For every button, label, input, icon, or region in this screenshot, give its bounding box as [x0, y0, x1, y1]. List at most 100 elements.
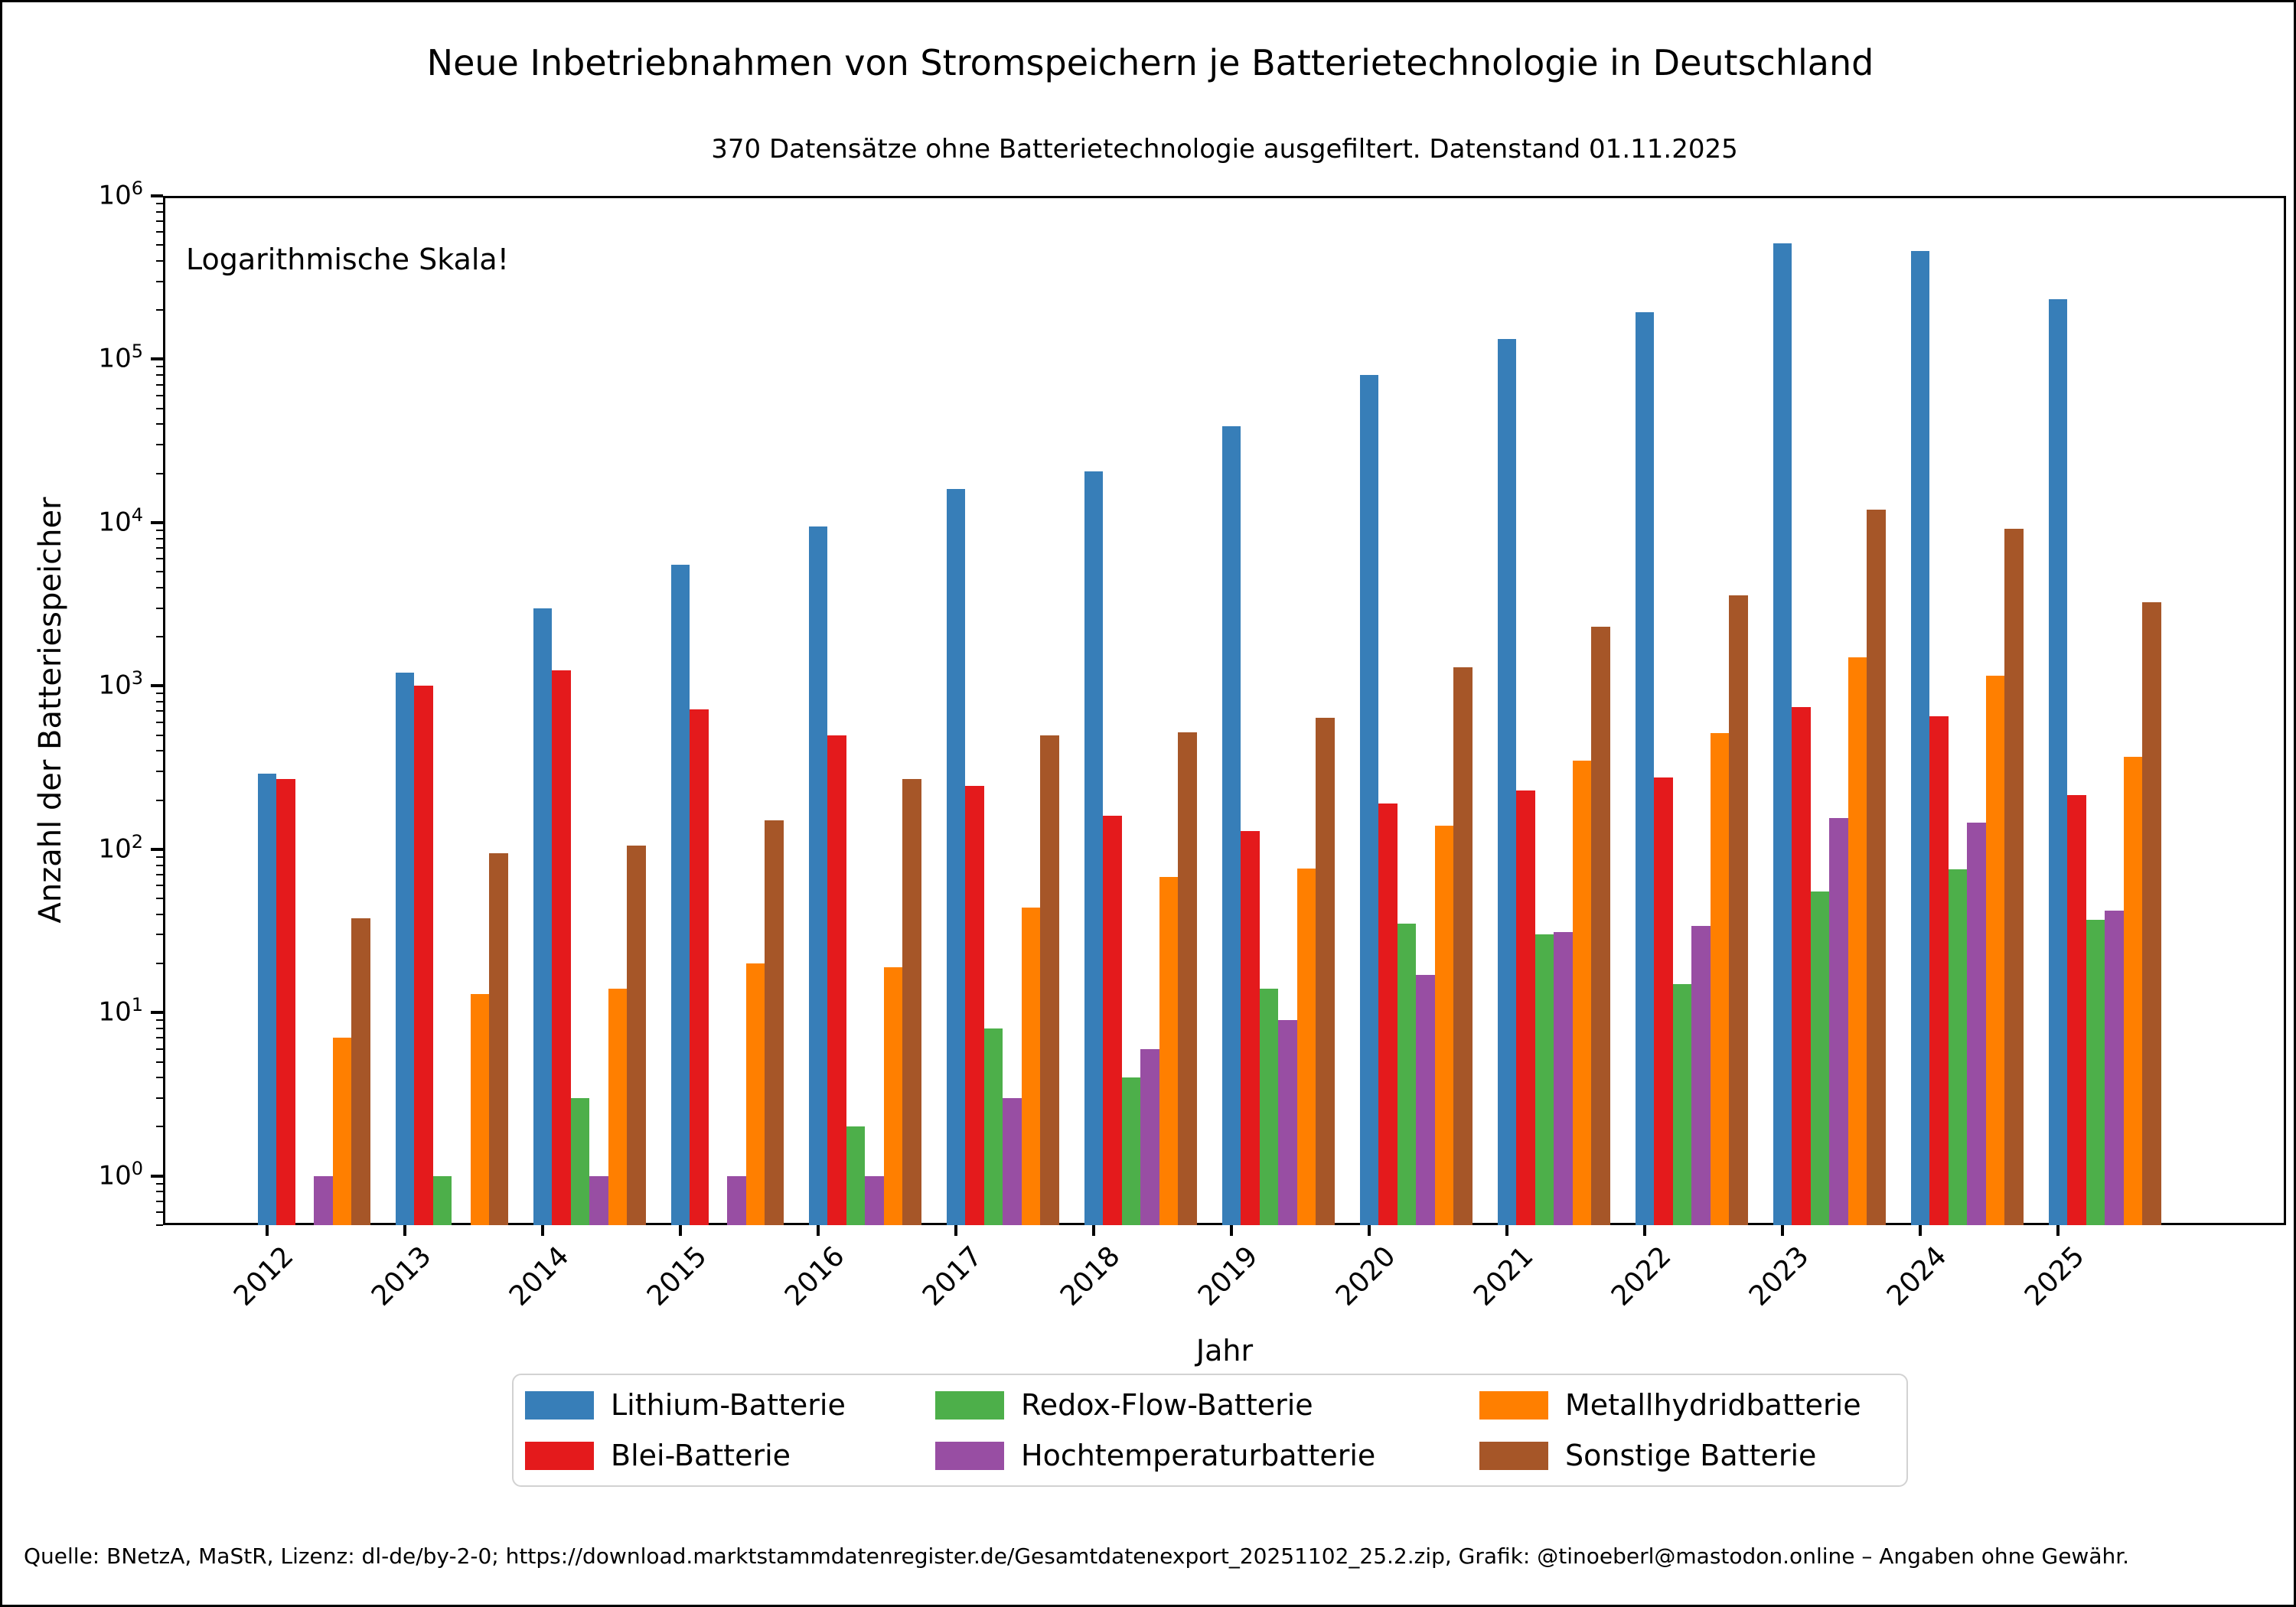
y-minor-tick: [156, 1048, 163, 1050]
bar-2012-blei-batterie: [276, 778, 295, 1225]
bar-2017-redox-flow-batterie: [983, 1028, 1003, 1225]
y-major-tick: [151, 520, 163, 524]
legend-swatch-icon: [525, 1390, 594, 1420]
y-minor-tick: [156, 1077, 163, 1079]
y-minor-tick: [156, 383, 163, 386]
bar-2020-sonstige-batterie: [1453, 667, 1473, 1225]
x-tick-label-2022: 2022: [1606, 1240, 1678, 1312]
bar-2017-lithium-batterie: [946, 489, 966, 1225]
bar-2016-redox-flow-batterie: [846, 1126, 866, 1225]
y-minor-tick: [156, 423, 163, 425]
bar-2018-redox-flow-batterie: [1121, 1077, 1141, 1225]
legend-swatch-icon: [1479, 1390, 1548, 1420]
bar-2014-metallhydridbatterie: [608, 989, 628, 1225]
x-major-tick: [1092, 1225, 1095, 1236]
log-scale-annotation: Logarithmische Skala!: [186, 243, 509, 276]
x-major-tick: [1919, 1225, 1922, 1236]
bar-2018-blei-batterie: [1103, 816, 1122, 1225]
bar-2018-sonstige-batterie: [1178, 732, 1197, 1225]
legend-item-sonstige-batterie: Sonstige Batterie: [1479, 1436, 1816, 1475]
bar-2025-redox-flow-batterie: [2086, 919, 2105, 1225]
bar-2025-hochtemperaturbatterie: [2105, 911, 2124, 1225]
x-tick-label-2018: 2018: [1055, 1240, 1127, 1312]
bar-2012-metallhydridbatterie: [332, 1038, 352, 1225]
bar-2016-hochtemperaturbatterie: [865, 1175, 884, 1225]
bar-2020-redox-flow-batterie: [1397, 924, 1417, 1225]
x-major-tick: [1505, 1225, 1508, 1236]
y-minor-tick: [156, 309, 163, 311]
legend-item-blei-batterie: Blei-Batterie: [525, 1436, 791, 1475]
bar-2016-sonstige-batterie: [902, 778, 921, 1225]
bar-2023-redox-flow-batterie: [1810, 892, 1830, 1225]
x-tick-label-2020: 2020: [1330, 1240, 1402, 1312]
bar-2024-hochtemperaturbatterie: [1967, 823, 1986, 1225]
chart-title: Neue Inbetriebnahmen von Stromspeichern …: [426, 42, 1874, 83]
y-minor-tick: [156, 244, 163, 246]
y-tick-label: 103: [98, 667, 143, 701]
legend-label: Metallhydridbatterie: [1565, 1388, 1861, 1422]
y-minor-tick: [156, 529, 163, 531]
y-tick-label: 101: [98, 994, 143, 1028]
bar-2023-sonstige-batterie: [1867, 510, 1886, 1225]
legend-label: Lithium-Batterie: [611, 1388, 846, 1422]
y-minor-tick: [156, 693, 163, 695]
x-major-tick: [2056, 1225, 2060, 1236]
x-tick-label-2012: 2012: [228, 1240, 300, 1312]
y-minor-tick: [156, 898, 163, 900]
x-tick-label-2013: 2013: [366, 1240, 438, 1312]
legend-item-metallhydridbatterie: Metallhydridbatterie: [1479, 1386, 1861, 1424]
x-major-tick: [1368, 1225, 1371, 1236]
bar-2012-lithium-batterie: [257, 774, 277, 1225]
bar-2014-sonstige-batterie: [627, 846, 646, 1225]
y-minor-tick: [156, 1027, 163, 1029]
bar-2016-lithium-batterie: [808, 526, 828, 1225]
bar-2017-hochtemperaturbatterie: [1003, 1097, 1022, 1225]
y-major-tick: [151, 847, 163, 851]
bar-2022-sonstige-batterie: [1729, 595, 1748, 1225]
bar-2019-lithium-batterie: [1221, 425, 1241, 1225]
y-minor-tick: [156, 259, 163, 262]
bar-2013-metallhydridbatterie: [470, 993, 490, 1225]
y-minor-tick: [156, 1182, 163, 1185]
y-minor-tick: [156, 856, 163, 858]
bar-2013-sonstige-batterie: [489, 852, 508, 1225]
y-minor-tick: [156, 1211, 163, 1214]
y-minor-tick: [156, 1200, 163, 1202]
y-minor-tick: [156, 799, 163, 801]
legend-swatch-icon: [935, 1441, 1004, 1470]
y-minor-tick: [156, 586, 163, 588]
bar-2024-blei-batterie: [1929, 716, 1949, 1225]
y-minor-tick: [156, 1224, 163, 1226]
y-minor-tick: [156, 202, 163, 204]
y-minor-tick: [156, 1037, 163, 1039]
bar-2013-lithium-batterie: [395, 673, 415, 1225]
bar-2022-blei-batterie: [1654, 777, 1673, 1225]
bar-2023-metallhydridbatterie: [1848, 657, 1867, 1225]
bar-2021-sonstige-batterie: [1591, 627, 1610, 1225]
bar-2013-blei-batterie: [414, 686, 433, 1225]
bar-2024-metallhydridbatterie: [1985, 676, 2005, 1225]
legend-item-redox-flow-batterie: Redox-Flow-Batterie: [935, 1386, 1313, 1424]
bar-2023-hochtemperaturbatterie: [1829, 818, 1848, 1225]
y-minor-tick: [156, 558, 163, 560]
x-tick-label-2019: 2019: [1192, 1240, 1264, 1312]
y-minor-tick: [156, 963, 163, 965]
y-minor-tick: [156, 280, 163, 282]
bar-2019-sonstige-batterie: [1316, 717, 1335, 1225]
y-tick-label: 100: [98, 1157, 143, 1191]
bar-2025-lithium-batterie: [2048, 299, 2068, 1225]
bar-2014-hochtemperaturbatterie: [589, 1175, 608, 1225]
x-tick-label-2014: 2014: [504, 1240, 576, 1312]
bar-2015-blei-batterie: [690, 709, 709, 1225]
bar-2017-metallhydridbatterie: [1021, 907, 1041, 1225]
x-major-tick: [541, 1225, 544, 1236]
legend-item-lithium-batterie: Lithium-Batterie: [525, 1386, 846, 1424]
bar-2015-hochtemperaturbatterie: [727, 1175, 746, 1225]
y-minor-tick: [156, 231, 163, 233]
legend-label: Redox-Flow-Batterie: [1021, 1388, 1313, 1422]
y-tick-label: 105: [98, 341, 143, 374]
bar-2016-blei-batterie: [827, 735, 846, 1225]
y-minor-tick: [156, 546, 163, 549]
y-minor-tick: [156, 394, 163, 396]
bar-2017-blei-batterie: [965, 785, 984, 1225]
